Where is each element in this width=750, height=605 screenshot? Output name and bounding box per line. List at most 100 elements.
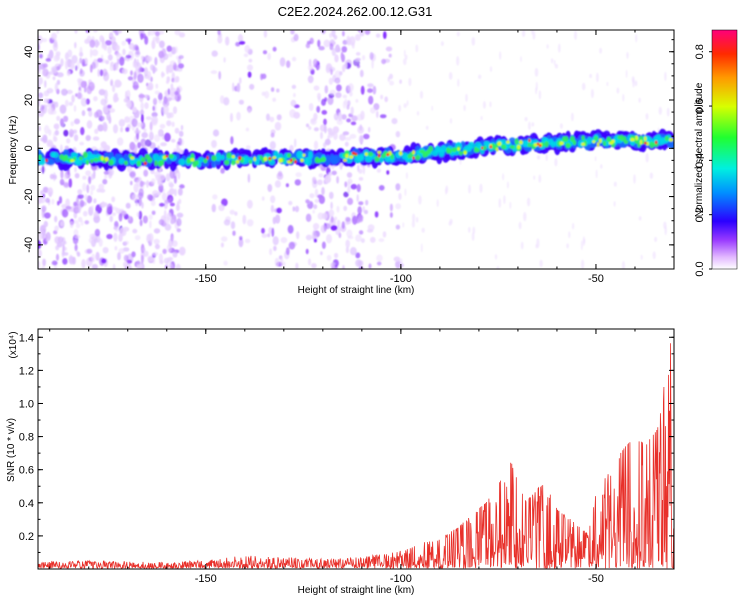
heatmap-ridge-cell: [47, 158, 55, 166]
heatmap-speckle: [416, 111, 420, 116]
heatmap-speckle: [112, 84, 116, 93]
heatmap-axes: -150 -100 -50 -40 -20 0 20 40: [23, 30, 675, 285]
heatmap-speckle: [102, 247, 109, 254]
heatmap-speckle: [364, 30, 371, 35]
heatmap-speckle: [352, 215, 358, 225]
heatmap-speckle: [404, 188, 407, 196]
heatmap-speckle: [347, 37, 352, 46]
heatmap-speckle: [161, 192, 167, 201]
heatmap-speckle: [70, 61, 75, 70]
heatmap-ridge-cell: [286, 152, 292, 158]
heatmap-speckle: [310, 118, 317, 125]
heatmap-speckle: [143, 67, 149, 77]
heatmap-speckle: [293, 93, 296, 98]
heatmap-speckle: [232, 82, 235, 92]
heatmap-speckle: [389, 73, 393, 80]
snr-y-multiplier: (x10⁴): [8, 331, 19, 358]
heatmap-speckle: [376, 254, 383, 262]
heatmap-speckle: [649, 172, 654, 179]
heatmap-speckle: [151, 112, 158, 118]
heatmap-speckle: [138, 197, 142, 207]
heatmap-x-tick-label: -50: [588, 273, 604, 285]
heatmap-speckle: [355, 52, 361, 56]
heatmap-speckle: [327, 135, 330, 140]
heatmap-speckle: [52, 41, 59, 52]
heatmap-speckle: [66, 138, 71, 144]
heatmap-speckle: [528, 121, 531, 130]
heatmap-speckle: [83, 210, 88, 217]
heatmap-speckle: [328, 209, 335, 217]
heatmap-speckle: [109, 64, 115, 71]
heatmap-ridge-cell: [215, 152, 222, 162]
heatmap-speckle: [364, 209, 368, 215]
heatmap-speckle: [169, 169, 176, 179]
heatmap-ridge-cell: [587, 136, 592, 145]
heatmap-speckle: [533, 175, 536, 180]
heatmap-speckle: [289, 109, 296, 118]
heatmap-speckle: [358, 230, 364, 235]
heatmap-speckle: [154, 243, 160, 250]
heatmap-speckle: [425, 125, 429, 130]
heatmap-speckle: [60, 58, 64, 67]
heatmap-speckle: [108, 108, 116, 113]
heatmap-speckle: [114, 62, 119, 71]
heatmap-speckle: [141, 61, 145, 65]
heatmap-speckle: [109, 32, 113, 38]
heatmap-ridge-cell: [517, 144, 521, 150]
heatmap-ridge-cell: [412, 156, 415, 160]
snr-y-axis-title: SNR (10 * v/v): [6, 418, 17, 482]
heatmap-speckle: [305, 199, 310, 204]
heatmap-speckle: [139, 219, 143, 227]
heatmap-speckle: [122, 48, 126, 56]
heatmap-speckle: [94, 238, 98, 243]
heatmap-speckle: [93, 215, 101, 224]
heatmap-speckle: [151, 119, 158, 126]
heatmap-speckle: [140, 32, 144, 40]
heatmap-speckle: [167, 52, 173, 58]
heatmap-speckle: [154, 56, 158, 66]
heatmap-speckle: [54, 236, 62, 244]
snr-y-tick-label: 1.2: [19, 365, 34, 377]
heatmap-speckle: [244, 238, 251, 244]
heatmap-speckle: [283, 261, 286, 268]
heatmap-speckle: [152, 98, 158, 105]
heatmap-ridge-cell: [635, 135, 639, 141]
heatmap-speckle: [339, 71, 343, 76]
heatmap-speckle: [346, 172, 353, 178]
heatmap-speckle: [117, 58, 120, 65]
heatmap-y-tick-label: 0: [23, 145, 35, 151]
heatmap-speckle: [142, 215, 148, 224]
heatmap-speckle: [449, 118, 453, 124]
heatmap-ridge-cell: [602, 140, 607, 146]
snr-x-tick-label: -100: [390, 573, 412, 585]
heatmap-speckle: [350, 106, 354, 115]
heatmap-speckle: [376, 261, 382, 266]
heatmap-speckle: [613, 201, 616, 207]
heatmap-speckle: [369, 52, 374, 61]
heatmap-ridge-cell: [563, 136, 569, 142]
heatmap-ridge-cell: [100, 155, 104, 161]
heatmap-speckle: [408, 77, 412, 87]
heatmap-speckle: [74, 42, 77, 49]
heatmap-speckle: [74, 243, 78, 252]
heatmap-speckle: [85, 170, 91, 176]
heatmap-speckle: [342, 265, 345, 269]
heatmap-speckle: [327, 96, 334, 106]
heatmap-speckle: [292, 206, 296, 212]
heatmap-speckle: [112, 93, 118, 103]
heatmap-speckle: [38, 125, 41, 132]
heatmap-speckle: [638, 216, 642, 221]
heatmap-speckle: [158, 183, 164, 193]
heatmap-speckle: [583, 238, 586, 244]
heatmap-speckle: [314, 188, 319, 198]
heatmap-speckle: [664, 71, 667, 82]
heatmap-speckle: [457, 78, 460, 87]
heatmap-ridge-cell: [38, 154, 42, 160]
heatmap-speckle: [158, 219, 165, 226]
heatmap-speckle: [48, 71, 56, 75]
heatmap-speckle: [68, 178, 73, 188]
heatmap-speckle: [138, 188, 144, 197]
heatmap-ridge-cell: [506, 140, 510, 144]
heatmap-speckle: [129, 171, 136, 178]
heatmap-speckle: [329, 43, 334, 51]
